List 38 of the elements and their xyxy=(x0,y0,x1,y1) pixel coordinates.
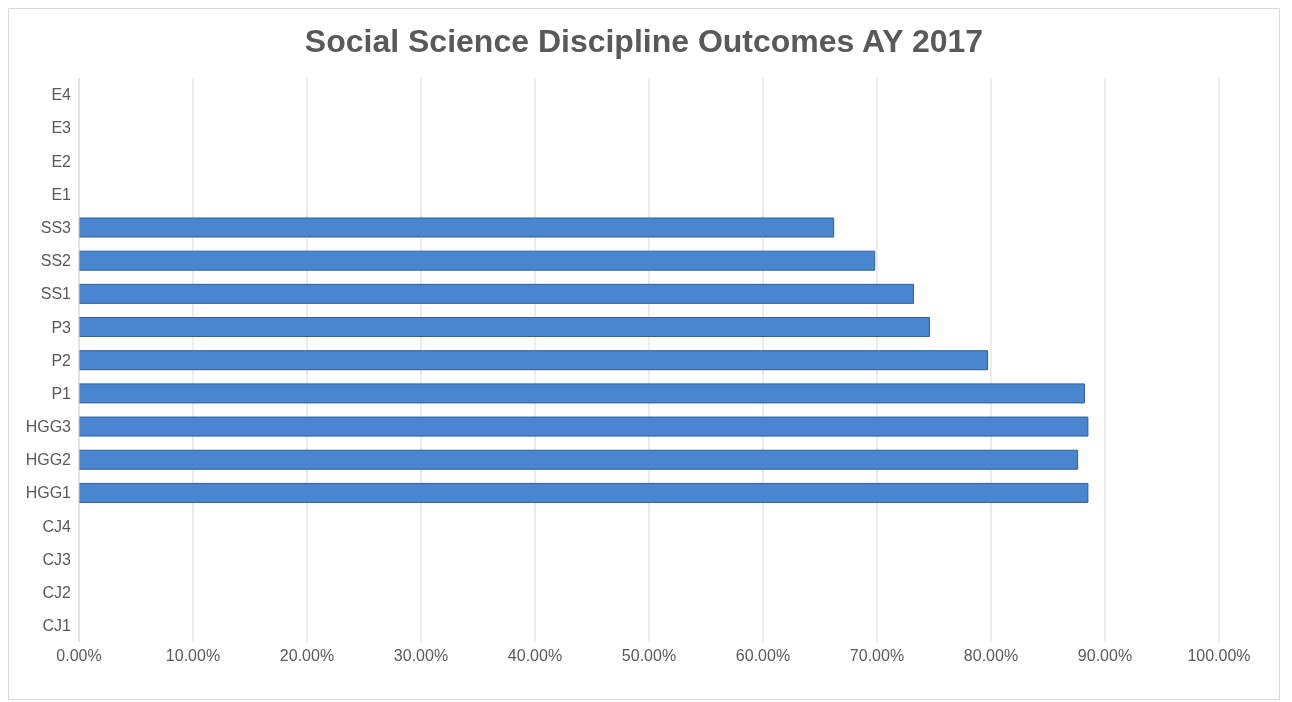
bar xyxy=(79,416,1089,437)
y-tick-label: SS3 xyxy=(40,218,72,236)
x-tick-label: 20.00% xyxy=(279,647,335,665)
y-tick-label: P1 xyxy=(51,384,72,402)
y-tick-label: CJ2 xyxy=(42,583,72,601)
y-tick-label: E3 xyxy=(51,119,72,137)
y-tick-label: CJ1 xyxy=(42,617,72,635)
y-tick-label: HGG1 xyxy=(25,484,72,502)
bar xyxy=(79,449,1079,470)
y-tick-label: CJ4 xyxy=(42,517,72,535)
y-tick-label: CJ3 xyxy=(42,550,72,568)
bar xyxy=(79,283,914,304)
x-tick-label: 80.00% xyxy=(963,647,1019,665)
y-tick-label: SS2 xyxy=(40,252,72,270)
x-tick-label: 10.00% xyxy=(165,647,221,665)
x-tick-label: 0.00% xyxy=(56,647,102,665)
y-tick-label: SS1 xyxy=(40,285,72,303)
chart-title: Social Science Discipline Outcomes AY 2017 xyxy=(303,23,985,60)
x-tick-label: 100.00% xyxy=(1187,647,1251,665)
bar xyxy=(79,383,1085,404)
x-tick-label: 30.00% xyxy=(393,647,449,665)
bar xyxy=(79,350,989,371)
y-tick-label: HGG3 xyxy=(25,418,72,436)
y-tick-label: HGG2 xyxy=(25,451,72,469)
y-tick-label: E1 xyxy=(51,185,72,203)
y-tick-label: E2 xyxy=(51,152,72,170)
bar xyxy=(79,482,1089,503)
x-tick-label: 70.00% xyxy=(849,647,905,665)
bar xyxy=(79,217,835,238)
y-tick-label: P2 xyxy=(51,351,72,369)
y-tick-label: E4 xyxy=(51,86,72,104)
bar xyxy=(79,250,876,271)
bar xyxy=(79,317,930,338)
x-tick-label: 60.00% xyxy=(735,647,791,665)
y-tick-label: P3 xyxy=(51,318,72,336)
x-tick-label: 90.00% xyxy=(1077,647,1133,665)
x-tick-label: 40.00% xyxy=(507,647,563,665)
x-tick-label: 50.00% xyxy=(621,647,677,665)
